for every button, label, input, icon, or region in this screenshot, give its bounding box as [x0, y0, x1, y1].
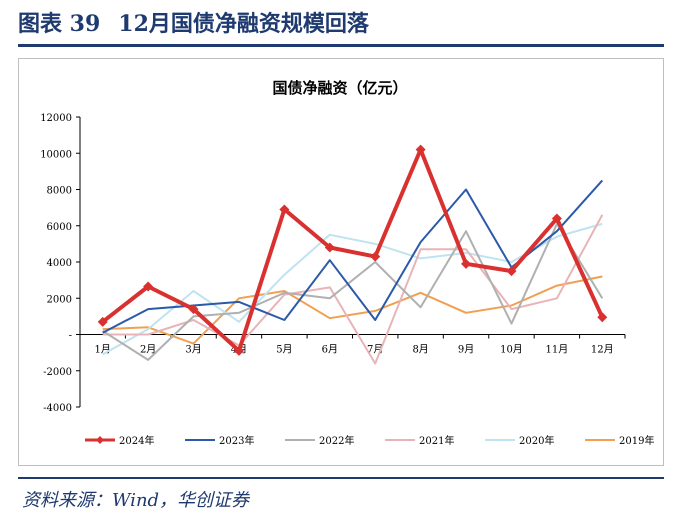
header-rule [18, 44, 664, 47]
legend: 2024年 2023年 2022年 2021年 2020年 2019年 [85, 434, 654, 447]
legend-label-2022年: 2022年 [319, 434, 354, 447]
data-point-2024年 [233, 345, 244, 356]
series-layer [97, 144, 608, 365]
x-tick-label: 11月 [546, 344, 569, 356]
series-line-2019年 [102, 275, 603, 345]
data-point-2024年 [188, 304, 199, 315]
data-point-2024年 [415, 144, 426, 155]
y-tick-label: 2000 [47, 294, 72, 305]
x-tick-label: 9月 [458, 344, 474, 356]
x-tick-label: 8月 [412, 344, 428, 356]
data-point-2024年 [279, 204, 290, 215]
legend-marker-2024年 [96, 436, 104, 444]
x-tick-label: 2月 [140, 344, 156, 356]
legend-label-2019年: 2019年 [619, 434, 654, 447]
figure-title: 图表 39 12月国债净融资规模回落 [18, 6, 387, 38]
series-line-2024年 [101, 147, 605, 353]
data-point-2024年 [143, 281, 154, 292]
y-tick-label: 12000 [40, 113, 72, 124]
x-tick-label: 5月 [276, 344, 292, 356]
data-point-2024年 [370, 251, 381, 262]
y-tick-label: -2000 [43, 367, 72, 378]
chart-frame [18, 58, 664, 466]
legend-label-2024年: 2024年 [119, 434, 154, 447]
chart-title: 国债净融资（亿元） [272, 79, 407, 97]
y-tick-label: -4000 [43, 403, 72, 414]
legend-label-2023年: 2023年 [219, 434, 254, 447]
figure-label: 图表 39 [18, 11, 101, 37]
legend-label-2020年: 2020年 [519, 434, 554, 447]
y-tick-label: 8000 [47, 186, 72, 197]
data-point-2024年 [551, 213, 562, 224]
x-tick-label: 12月 [591, 344, 614, 356]
y-tick-label: 4000 [47, 258, 72, 269]
y-tick-label: - [69, 331, 72, 342]
x-tick-label: 3月 [185, 344, 201, 356]
x-tick-label: 10月 [500, 344, 523, 356]
series-line-2020年 [102, 222, 603, 356]
figure-title-text: 12月国债净融资规模回落 [118, 11, 369, 37]
source-note: 资料来源：Wind，华创证券 [22, 490, 250, 511]
legend-label-2021年: 2021年 [419, 434, 454, 447]
data-point-2024年 [461, 258, 472, 269]
data-point-2024年 [324, 242, 335, 253]
series-line-2022年 [102, 222, 604, 361]
y-tick-label: 6000 [47, 222, 72, 233]
footer-rule [18, 477, 664, 479]
data-point-2024年 [597, 312, 608, 323]
data-point-2024年 [506, 266, 517, 277]
x-tick-label: 6月 [322, 344, 338, 356]
data-point-2024年 [97, 316, 108, 327]
figure-header: 图表 39 12月国债净融资规模回落 [18, 0, 664, 46]
series-line-2023年 [102, 179, 604, 334]
y-tick-label: 10000 [40, 149, 72, 160]
